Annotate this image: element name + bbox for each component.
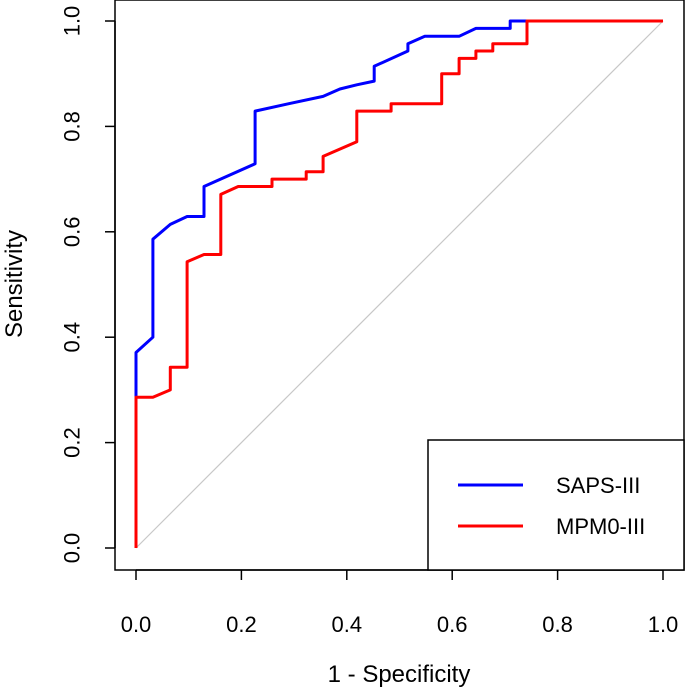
y-tick-label: 0.6 bbox=[60, 217, 85, 248]
y-tick-label: 0.4 bbox=[60, 322, 85, 353]
reference-diagonal bbox=[135, 20, 664, 549]
x-tick-label: 1.0 bbox=[648, 612, 679, 637]
legend-label-saps-iii: SAPS-III bbox=[556, 473, 640, 498]
series-line-mpm0-iii bbox=[134, 19, 663, 548]
series-line-saps-iii bbox=[134, 19, 663, 548]
x-tick-label: 0.2 bbox=[226, 612, 257, 637]
legend-label-mpm0-iii: MPM0-III bbox=[556, 514, 645, 539]
y-axis-title: Sensitivity bbox=[1, 230, 28, 338]
x-tick-label: 0.6 bbox=[437, 612, 468, 637]
x-tick-label: 0.4 bbox=[332, 612, 363, 637]
y-tick-label: 0.0 bbox=[60, 533, 85, 564]
x-tick-label: 0.0 bbox=[121, 612, 152, 637]
x-tick-label: 0.8 bbox=[542, 612, 573, 637]
x-axis-title: 1 - Specificity bbox=[328, 661, 471, 688]
reference-layer bbox=[135, 20, 664, 549]
y-tick-label: 1.0 bbox=[60, 6, 85, 37]
y-tick-label: 0.8 bbox=[60, 111, 85, 142]
x-axis: 0.0 0.2 0.4 0.6 0.8 1.0 bbox=[121, 569, 679, 637]
y-axis: 0.0 0.2 0.4 0.6 0.8 1.0 bbox=[60, 6, 116, 564]
series-layer bbox=[134, 19, 663, 548]
y-tick-label: 0.2 bbox=[60, 427, 85, 458]
legend: SAPS-III MPM0-III bbox=[427, 439, 685, 571]
legend-box bbox=[427, 439, 685, 571]
